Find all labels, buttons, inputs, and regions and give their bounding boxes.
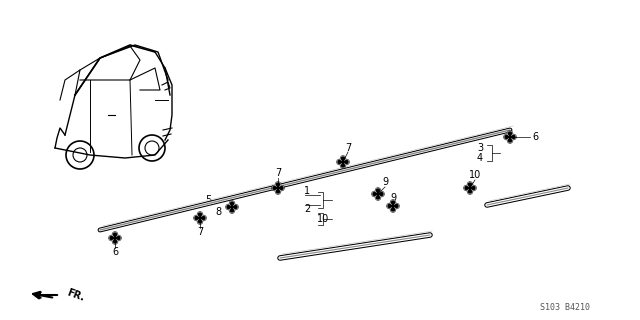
Circle shape: [279, 186, 284, 190]
Circle shape: [276, 182, 280, 187]
Circle shape: [344, 160, 349, 164]
Text: 9: 9: [382, 177, 388, 187]
Circle shape: [340, 163, 346, 168]
Circle shape: [390, 207, 396, 212]
Text: 2: 2: [304, 204, 310, 214]
Circle shape: [113, 239, 118, 244]
Text: 6: 6: [532, 132, 538, 142]
Circle shape: [201, 216, 206, 220]
Circle shape: [468, 182, 472, 187]
Text: FR.: FR.: [65, 287, 85, 303]
Circle shape: [390, 200, 396, 205]
Circle shape: [194, 216, 199, 220]
Circle shape: [198, 212, 202, 217]
Circle shape: [379, 192, 384, 196]
Circle shape: [376, 195, 380, 200]
Text: 3: 3: [477, 143, 483, 153]
Text: 1: 1: [304, 186, 310, 196]
Text: S103 B4210: S103 B4210: [540, 303, 590, 313]
Circle shape: [376, 188, 380, 193]
Circle shape: [394, 204, 399, 208]
Text: 4: 4: [477, 153, 483, 163]
Text: 9: 9: [390, 193, 396, 203]
Circle shape: [337, 160, 342, 164]
Circle shape: [198, 217, 202, 220]
Circle shape: [113, 232, 118, 237]
Circle shape: [387, 204, 392, 208]
Circle shape: [276, 189, 280, 194]
Circle shape: [372, 192, 377, 196]
Circle shape: [464, 186, 469, 190]
Circle shape: [504, 134, 509, 140]
Circle shape: [508, 131, 513, 136]
Circle shape: [198, 219, 202, 224]
Text: 5: 5: [205, 195, 211, 205]
Circle shape: [116, 236, 121, 240]
Circle shape: [468, 187, 472, 189]
Circle shape: [114, 236, 116, 239]
Circle shape: [276, 187, 280, 189]
Text: 7: 7: [345, 143, 351, 153]
Circle shape: [376, 193, 380, 196]
Circle shape: [226, 204, 231, 210]
Text: 8: 8: [215, 207, 221, 217]
Circle shape: [230, 208, 234, 213]
Text: 7: 7: [275, 168, 281, 178]
Circle shape: [230, 201, 234, 206]
Circle shape: [342, 161, 344, 164]
Circle shape: [109, 236, 114, 240]
Circle shape: [272, 186, 277, 190]
Circle shape: [230, 206, 234, 208]
Circle shape: [509, 136, 511, 139]
Circle shape: [392, 204, 394, 207]
Text: 6: 6: [112, 247, 118, 257]
Text: 10: 10: [317, 214, 329, 224]
Text: 7: 7: [197, 227, 203, 237]
Circle shape: [511, 134, 516, 140]
Circle shape: [471, 186, 476, 190]
Circle shape: [468, 189, 472, 194]
Circle shape: [233, 204, 238, 210]
Circle shape: [508, 138, 513, 143]
Text: 10: 10: [469, 170, 481, 180]
Circle shape: [340, 156, 346, 161]
